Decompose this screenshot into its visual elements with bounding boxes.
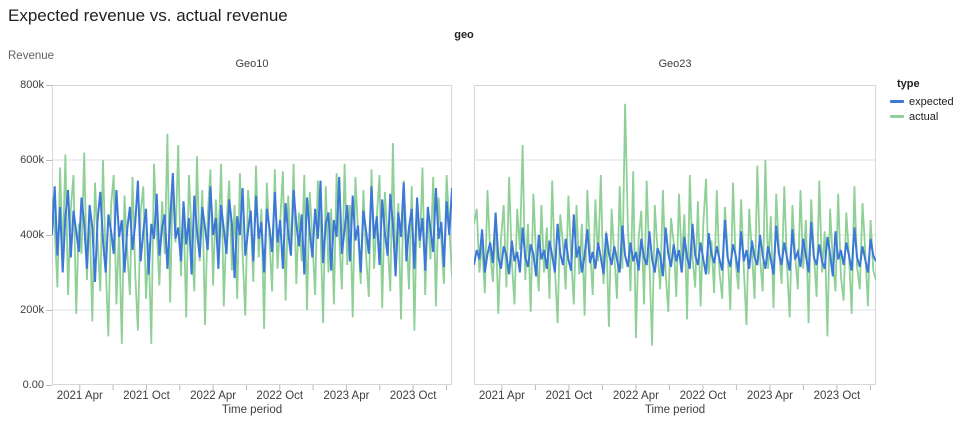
- facet-field-header: geo: [454, 29, 474, 41]
- facet-panel-geo10: [52, 85, 452, 391]
- page-title: Expected revenue vs. actual revenue: [8, 6, 288, 25]
- y-tick-mark: [46, 309, 52, 311]
- x-tick-label: 2023 Apr: [323, 390, 370, 402]
- legend-label-expected: expected: [909, 95, 954, 108]
- facet-plot-geo23: [474, 85, 876, 390]
- legend-item-expected: expected: [890, 94, 954, 109]
- x-tick-label: 2022 Apr: [190, 390, 237, 402]
- legend: type expected actual: [890, 78, 954, 124]
- x-tick-label: 2023 Oct: [389, 390, 437, 402]
- x-tick-label: 2021 Oct: [545, 390, 593, 402]
- x-axis-title-geo10: Time period: [221, 404, 283, 416]
- y-tick-label: 200k: [20, 304, 44, 316]
- legend-title: type: [897, 78, 920, 90]
- x-axis-labels-geo23: 2021 Apr 2021 Oct 2022 Apr 2022 Oct 2023 Apr…: [474, 389, 876, 403]
- y-tick-label: 400k: [20, 229, 44, 241]
- x-tick-label: 2023 Apr: [746, 390, 793, 402]
- legend-swatch-actual-icon: [890, 115, 904, 118]
- legend-label-actual: actual: [909, 110, 939, 123]
- facet-plot-geo10: [52, 85, 452, 390]
- series-line-expected: [52, 173, 452, 282]
- x-tick-label: 2021 Apr: [478, 390, 525, 402]
- y-tick-mark: [46, 84, 52, 86]
- legend-swatch-expected-icon: [890, 100, 904, 103]
- plot-border: [474, 85, 876, 385]
- y-tick-mark: [46, 234, 52, 236]
- x-tick-label: 2021 Oct: [123, 390, 170, 402]
- y-tick-label: 0.00: [22, 379, 44, 391]
- x-tick-label: 2023 Oct: [813, 390, 861, 402]
- facet-panel-geo23: [474, 85, 876, 391]
- y-tick-mark: [46, 384, 52, 386]
- facet-title-geo10: Geo10: [235, 58, 269, 70]
- facet-title-geo23: Geo23: [658, 58, 692, 70]
- y-tick-label: 800k: [20, 79, 44, 91]
- y-tick-mark: [46, 159, 52, 161]
- x-tick-label: 2021 Apr: [56, 390, 103, 402]
- legend-item-actual: actual: [890, 109, 954, 124]
- x-tick-label: 2022 Oct: [679, 390, 727, 402]
- x-axis-title-geo23: Time period: [644, 404, 706, 416]
- y-axis-title: Revenue: [8, 50, 55, 62]
- x-tick-label: 2022 Apr: [612, 390, 659, 402]
- y-tick-label: 600k: [20, 154, 44, 166]
- series-line-actual: [474, 103, 876, 346]
- x-tick-label: 2022 Oct: [256, 390, 304, 402]
- series-line-expected: [474, 212, 876, 277]
- x-axis-labels-geo10: 2021 Apr 2021 Oct 2022 Apr 2022 Oct 2023 Apr…: [52, 389, 452, 403]
